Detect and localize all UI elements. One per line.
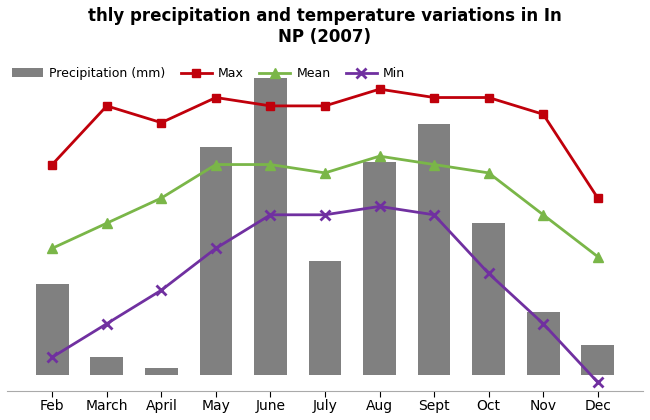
Bar: [145, 368, 177, 375]
Bar: [309, 261, 341, 375]
Bar: [200, 147, 232, 375]
Bar: [363, 162, 396, 375]
Legend: Precipitation (mm), Max, Mean, Min: Precipitation (mm), Max, Mean, Min: [7, 62, 410, 85]
Title: thly precipitation and temperature variations in In
NP (2007): thly precipitation and temperature varia…: [88, 7, 562, 46]
Bar: [254, 79, 287, 375]
Bar: [581, 345, 614, 375]
Bar: [418, 124, 450, 375]
Bar: [473, 223, 505, 375]
Bar: [36, 284, 69, 375]
Bar: [90, 357, 123, 375]
Bar: [527, 312, 560, 375]
